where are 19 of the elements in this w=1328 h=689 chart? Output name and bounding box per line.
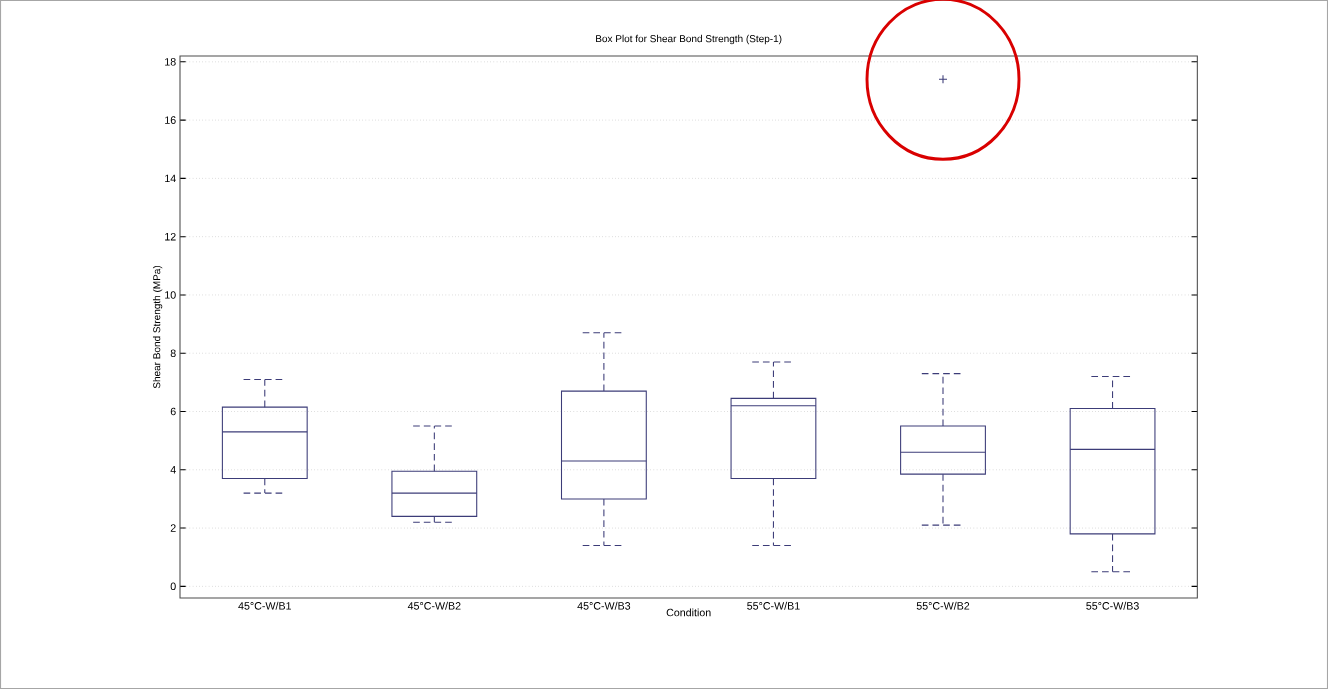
x-tick-label: 45°C-W/B1 [238, 601, 291, 610]
y-tick-label: 14 [165, 174, 176, 183]
chart-title: Box Plot for Shear Bond Strength (Step-1) [596, 34, 782, 45]
y-tick-label: 16 [165, 116, 176, 124]
y-tick-label: 6 [170, 407, 176, 416]
y-tick-label: 18 [165, 58, 176, 66]
x-tick-label: 45°C-W/B2 [407, 601, 461, 610]
y-tick-label: 2 [170, 524, 176, 532]
y-tick-label: 4 [170, 466, 176, 474]
x-tick-label: 55°C-W/B3 [1086, 601, 1139, 610]
x-tick-label: 55°C-W/B2 [916, 601, 970, 610]
y-tick-label: 0 [170, 582, 176, 591]
x-axis-title: Condition [666, 608, 711, 617]
y-axis-title: Shear Bond Strength (MPa) [152, 265, 163, 389]
y-tick-label: 8 [170, 349, 176, 357]
y-tick-label: 10 [165, 291, 176, 299]
x-tick-label: 45°C-W/B3 [577, 601, 631, 610]
x-tick-label: 55°C-W/B1 [747, 601, 800, 610]
y-tick-label: 12 [165, 232, 176, 241]
